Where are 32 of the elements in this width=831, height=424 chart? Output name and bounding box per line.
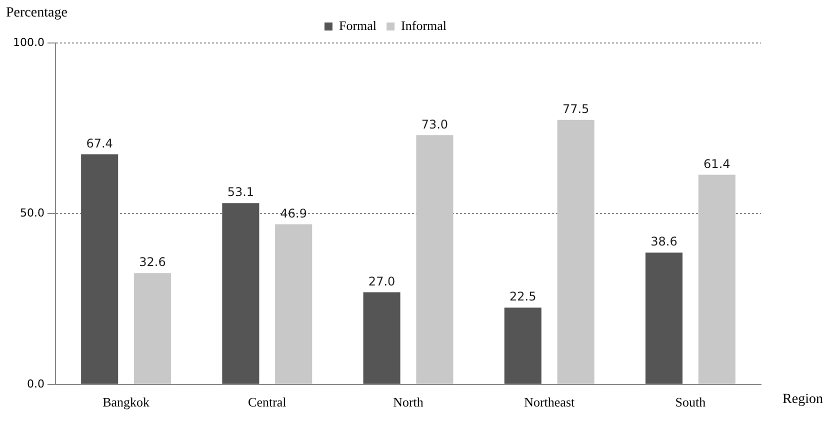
data-label: 32.6 — [139, 255, 166, 270]
bar — [363, 292, 400, 384]
y-tick-label: 0.0 — [26, 377, 44, 390]
data-label: 46.9 — [280, 206, 307, 220]
legend-label: Formal — [338, 18, 377, 33]
data-label: 67.4 — [86, 136, 113, 150]
data-label: 53.1 — [227, 185, 254, 200]
data-label: 22.5 — [510, 290, 536, 304]
bar — [134, 273, 172, 384]
bar — [222, 203, 260, 384]
x-tick-label: Bangkok — [102, 394, 150, 410]
bar — [416, 135, 454, 384]
bar — [275, 224, 312, 384]
y-tick-label: 100.0 — [12, 36, 44, 49]
x-axis-title: Region — [782, 392, 823, 408]
bar — [81, 154, 118, 384]
bar — [504, 308, 542, 384]
data-label: 38.6 — [650, 234, 678, 249]
bar — [557, 120, 594, 384]
data-label: 27.0 — [368, 274, 396, 288]
y-axis-title: Percentage — [6, 6, 68, 21]
x-tick-label: North — [393, 394, 424, 410]
bar — [698, 174, 736, 384]
data-label: 61.4 — [704, 156, 730, 171]
y-tick-label: 50.0 — [20, 206, 44, 220]
x-tick-label: South — [675, 394, 706, 410]
data-label: 73.0 — [421, 117, 448, 132]
data-label: 77.5 — [562, 102, 590, 116]
legend-label: Informal — [401, 18, 447, 33]
bar — [645, 252, 683, 384]
x-tick-label: Central — [248, 394, 287, 410]
x-tick-label: Northeast — [524, 394, 575, 410]
